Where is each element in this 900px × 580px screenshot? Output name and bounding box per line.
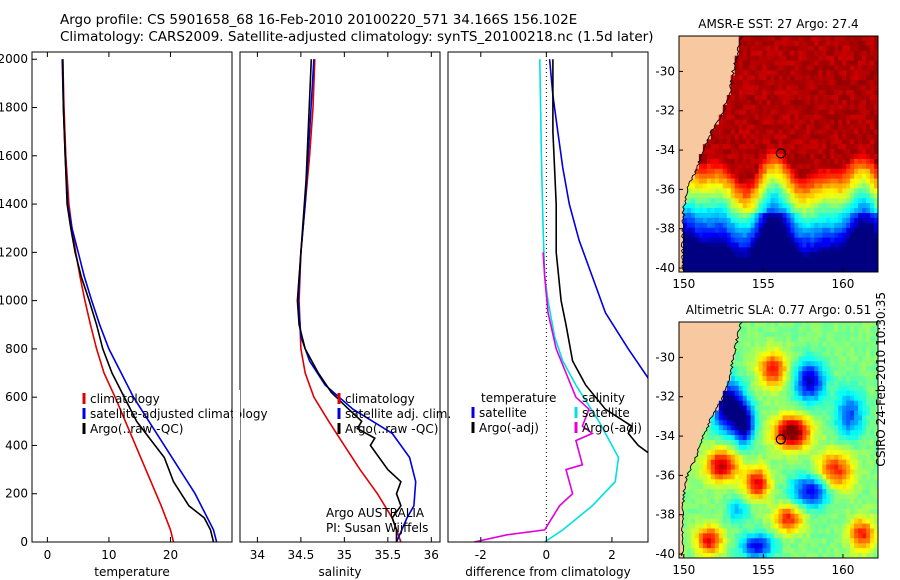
temperature-ytick-label: 800 [5, 342, 28, 356]
difference-xtick-label: 2 [608, 548, 616, 562]
sla-map-xtick-label: 150 [672, 563, 695, 577]
salinity-xlabel: salinity [318, 565, 361, 579]
temperature-ytick-label: 1800 [0, 101, 28, 115]
difference-xtick-label: -2 [475, 548, 487, 562]
salinity-xtick-label: 35.5 [374, 548, 401, 562]
salinity-frame [239, 51, 441, 543]
sla-map-frame [678, 321, 879, 559]
sla-map-argo-marker [775, 434, 786, 445]
difference-legend-entry: Argo(-adj) [582, 421, 642, 435]
sst-map-coastline [680, 36, 743, 271]
sst-map-ytick-label: -40 [655, 261, 675, 275]
difference-frame [447, 51, 649, 543]
figure-title-line1: Argo profile: CS 5901658_68 16-Feb-2010 … [60, 12, 578, 28]
temperature-xtick-label: 20 [163, 548, 178, 562]
salinity-legend-entry: climatology [345, 392, 415, 406]
difference-legend-entry: satellite [479, 406, 527, 420]
salinity-xtick-label: 35 [337, 548, 352, 562]
temperature-ytick-label: 1600 [0, 149, 28, 163]
legend-overflow-mask [233, 390, 240, 440]
temperature-series-argo-raw-qc- [62, 59, 215, 542]
temperature-xtick-label: 10 [101, 548, 116, 562]
sla-map-ytick-label: -34 [655, 429, 675, 443]
difference-series-temperature-argo-adj- [552, 59, 648, 454]
difference-series-salinity-argo-adj- [474, 252, 594, 542]
sst-map-frame [678, 35, 879, 273]
difference-legend-entry: satellite [582, 406, 630, 420]
difference-xlabel: difference from climatology [465, 565, 631, 579]
salinity-series-climatology [298, 59, 402, 542]
sst-map-ytick-label: -36 [655, 182, 675, 196]
temperature-xtick-label: 0 [44, 548, 52, 562]
temperature-ytick-label: 2000 [0, 52, 28, 66]
difference-legend-entry: Argo(-adj) [479, 421, 539, 435]
salinity-series-argo-raw-qc- [296, 59, 402, 542]
difference-legend-title: temperature [481, 391, 556, 405]
temperature-ytick-label: 0 [20, 535, 28, 549]
temperature-ytick-label: 1200 [0, 245, 28, 259]
salinity-xtick-label: 34.5 [288, 548, 315, 562]
sla-map-xtick-label: 160 [832, 563, 855, 577]
sla-map-ytick-label: -40 [655, 547, 675, 561]
salinity-panel [239, 51, 441, 543]
sst-map-xtick-label: 155 [752, 277, 775, 291]
temperature-ytick-label: 400 [5, 438, 28, 452]
temperature-xlabel: temperature [94, 565, 169, 579]
figure-title-line2: Climatology: CARS2009. Satellite-adjuste… [60, 29, 654, 45]
sst-map-ytick-label: -38 [655, 222, 675, 236]
temperature-legend-entry: Argo(..raw -QC) [90, 422, 183, 436]
salinity-annotation: PI: Susan Wijffels [326, 521, 428, 535]
salinity-series-satellite-adj-clim- [297, 59, 417, 542]
temperature-ytick-label: 1000 [0, 294, 28, 308]
difference-xtick-label: 0 [543, 548, 551, 562]
difference-series-salinity-satellite [539, 59, 620, 542]
difference-series-temperature-satellite [548, 59, 648, 380]
temperature-panel [31, 51, 233, 543]
sst-map-ytick-label: -34 [655, 143, 675, 157]
sla-map-xtick-label: 155 [752, 563, 775, 577]
salinity-legend-entry: satellite adj. clim. [345, 407, 451, 421]
difference-legend-title: salinity [582, 391, 625, 405]
salinity-annotation: Argo AUSTRALIA [326, 506, 425, 520]
temperature-frame [31, 51, 233, 543]
sst-map-panel [678, 35, 879, 273]
temperature-legend-entry: satellite-adjusted climatology [90, 407, 268, 421]
sla-map-ytick-label: -30 [655, 350, 675, 364]
sla-map-panel [678, 321, 879, 559]
sst-map-xtick-label: 160 [832, 277, 855, 291]
temperature-ytick-label: 200 [5, 487, 28, 501]
salinity-xtick-label: 36 [424, 548, 439, 562]
sla-map-ytick-label: -32 [655, 390, 675, 404]
sst-map-xtick-label: 150 [672, 277, 695, 291]
sla-map-ytick-label: -38 [655, 508, 675, 522]
sla-map-ytick-label: -36 [655, 468, 675, 482]
sla-map-coastline [680, 322, 743, 557]
sst-map-ytick-label: -30 [655, 64, 675, 78]
temperature-ytick-label: 1400 [0, 197, 28, 211]
temperature-series-climatology [62, 59, 175, 542]
sla-map-title: Altimetric SLA: 0.77 Argo: 0.51 [686, 303, 871, 317]
difference-panel [447, 51, 649, 543]
sst-map-title: AMSR-E SST: 27 Argo: 27.4 [698, 17, 858, 31]
temperature-ytick-label: 600 [5, 390, 28, 404]
sst-map-argo-marker [775, 148, 786, 159]
timestamp-stamp: CSIRO 24-Feb-2010 10:30:35 [874, 292, 888, 467]
salinity-legend-entry: Argo(..raw -QC) [345, 422, 438, 436]
sst-map-ytick-label: -32 [655, 104, 675, 118]
temperature-legend-entry: climatology [90, 392, 160, 406]
salinity-xtick-label: 34 [250, 548, 265, 562]
